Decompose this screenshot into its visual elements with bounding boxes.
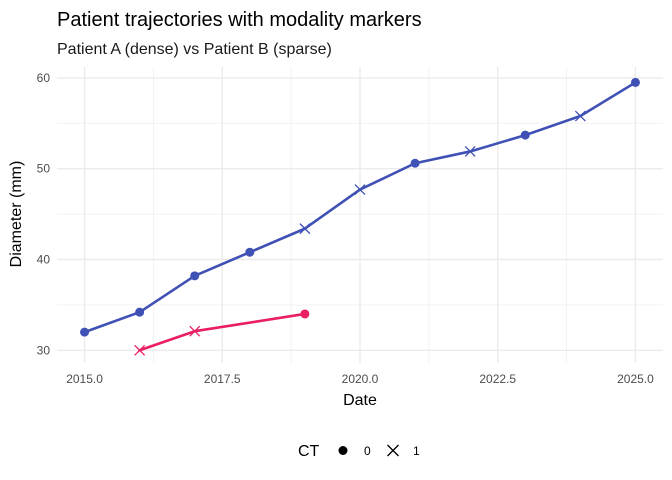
- data-point-cross: [574, 110, 586, 122]
- data-point-circle: [520, 130, 530, 140]
- y-tick-label: 40: [37, 252, 51, 266]
- legend-key-circle-icon: [338, 446, 348, 455]
- series-points: [80, 77, 640, 356]
- y-axis-ticks: 30 40 50 60: [37, 71, 51, 357]
- chart-title: Patient trajectories with modality marke…: [57, 9, 422, 31]
- legend-title: CT: [298, 443, 320, 460]
- legend-label-0: 0: [364, 444, 371, 458]
- legend-label-1: 1: [413, 444, 420, 458]
- x-axis-ticks: 2015.0 2017.5 2020.0 2022.5 2025.0: [66, 372, 654, 386]
- legend-key-cross-icon: [387, 444, 399, 457]
- x-tick-label: 2025.0: [617, 372, 654, 386]
- legend: CT 0 1: [298, 443, 420, 460]
- x-tick-label: 2020.0: [342, 372, 379, 386]
- data-point-cross: [134, 344, 146, 356]
- data-point-circle: [245, 247, 255, 257]
- y-tick-label: 30: [37, 343, 51, 357]
- data-point-circle: [190, 271, 200, 281]
- data-point-cross: [189, 325, 201, 337]
- x-tick-label: 2017.5: [204, 372, 241, 386]
- data-point-cross: [299, 223, 311, 235]
- data-point-circle: [135, 307, 145, 317]
- data-point-cross: [464, 145, 476, 157]
- data-point-circle: [300, 309, 310, 319]
- data-point-circle: [410, 158, 420, 168]
- x-axis-title: Date: [343, 392, 377, 409]
- x-tick-label: 2022.5: [479, 372, 516, 386]
- y-tick-label: 60: [37, 71, 51, 85]
- y-axis-title: Diameter (mm): [8, 161, 25, 268]
- chart-subtitle: Patient A (dense) vs Patient B (sparse): [57, 41, 332, 58]
- data-point-circle: [630, 77, 640, 87]
- data-point-circle: [80, 327, 90, 337]
- grid-major: [57, 67, 663, 363]
- y-tick-label: 50: [37, 162, 51, 176]
- x-tick-label: 2015.0: [66, 372, 103, 386]
- data-point-cross: [354, 184, 366, 196]
